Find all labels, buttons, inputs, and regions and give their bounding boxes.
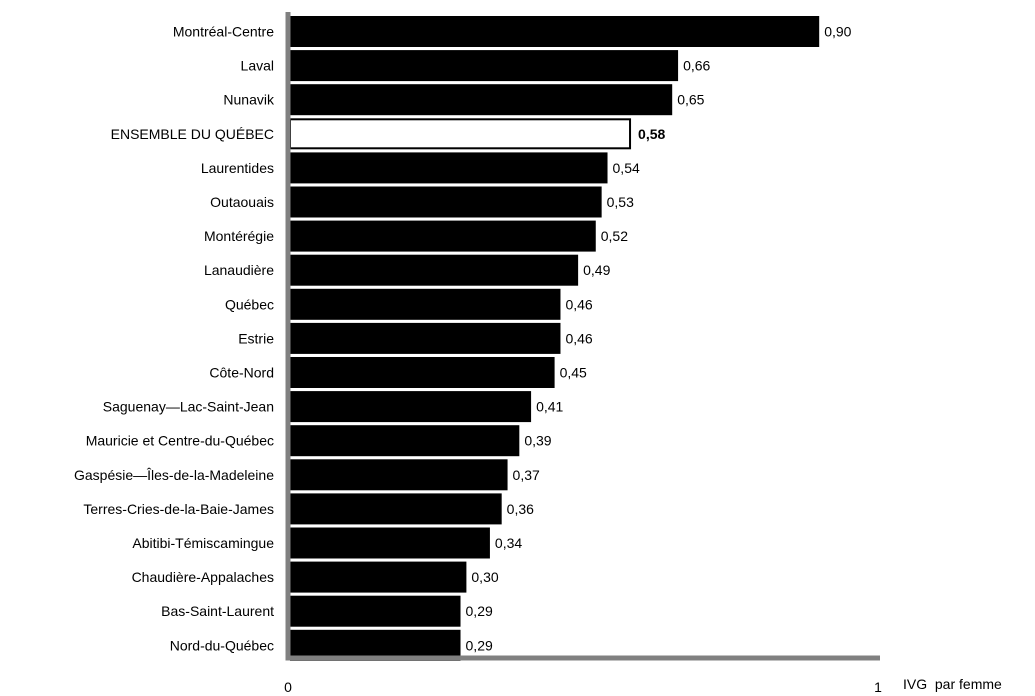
value-label-8: 0,46	[565, 296, 592, 312]
value-label-14: 0,36	[507, 501, 534, 517]
category-label-10: Côte-Nord	[209, 365, 274, 381]
category-label-4: Laurentides	[201, 160, 274, 176]
category-label-2: Nunavik	[223, 92, 275, 108]
category-label-1: Laval	[241, 58, 274, 74]
category-label-8: Québec	[225, 296, 274, 312]
bar-9	[290, 322, 561, 354]
category-label-9: Estrie	[238, 330, 274, 346]
bar-1	[290, 50, 679, 82]
x-tick-label-0: 0	[284, 679, 292, 695]
bar-8	[290, 288, 561, 320]
x-axis-title: IVG par femme	[903, 676, 1002, 692]
value-labels-group: 0,90 0,66 0,65 0,58 0,54 0,53 0,52 0,49 0,46 0,46…	[466, 24, 852, 654]
bar-15	[290, 527, 490, 559]
value-label-6: 0,52	[601, 228, 628, 244]
category-label-16: Chaudière-Appalaches	[132, 569, 274, 585]
bar-14	[290, 493, 502, 525]
bar-10	[290, 357, 555, 388]
x-tick-label-1: 1	[874, 679, 882, 695]
bar-16	[290, 561, 467, 593]
value-label-9: 0,46	[565, 330, 592, 346]
value-label-1: 0,66	[683, 58, 710, 74]
category-label-15: Abitibi-Témiscamingue	[132, 535, 274, 551]
category-label-6: Montérégie	[204, 228, 274, 244]
axis-line	[285, 12, 880, 661]
bar-2	[290, 84, 673, 116]
bars-group	[289, 16, 820, 661]
category-label-18: Nord-du-Québec	[170, 637, 274, 653]
value-label-10: 0,45	[560, 365, 587, 381]
category-label-13: Gaspésie—Îles-de-la-Madeleine	[74, 467, 274, 483]
bar-13	[290, 459, 508, 491]
value-label-16: 0,30	[471, 569, 498, 585]
value-label-4: 0,54	[613, 160, 640, 176]
category-label-0: Montréal-Centre	[173, 24, 274, 40]
value-label-0: 0,90	[824, 24, 851, 40]
value-label-2: 0,65	[677, 92, 704, 108]
value-label-3: 0,58	[638, 126, 665, 142]
value-label-17: 0,29	[466, 603, 493, 619]
value-label-15: 0,34	[495, 535, 522, 551]
bar-12	[290, 425, 520, 457]
value-label-7: 0,49	[583, 262, 610, 278]
category-label-5: Outaouais	[210, 194, 274, 210]
value-label-5: 0,53	[607, 194, 634, 210]
category-label-11: Saguenay—Lac-Saint-Jean	[103, 399, 274, 415]
bar-7	[290, 254, 579, 286]
category-label-3: ENSEMBLE DU QUÉBEC	[111, 126, 274, 142]
bar-4	[290, 152, 608, 184]
bar-5	[290, 186, 602, 218]
value-label-12: 0,39	[524, 433, 551, 449]
bar-11	[290, 391, 532, 423]
category-labels-group: Montréal-Centre Laval Nunavik ENSEMBLE DU Q…	[74, 24, 275, 654]
bar-6	[290, 220, 596, 252]
bar-17	[290, 595, 461, 627]
category-label-7: Lanaudière	[204, 262, 274, 278]
category-label-17: Bas-Saint-Laurent	[161, 603, 274, 619]
category-label-12: Mauricie et Centre-du-Québec	[86, 433, 274, 449]
category-label-14: Terres-Cries-de-la-Baie-James	[83, 501, 274, 517]
value-label-18: 0,29	[466, 637, 493, 653]
bar-0	[290, 16, 820, 47]
bar-3	[289, 118, 632, 150]
value-label-13: 0,37	[513, 467, 540, 483]
value-label-11: 0,41	[536, 399, 563, 415]
